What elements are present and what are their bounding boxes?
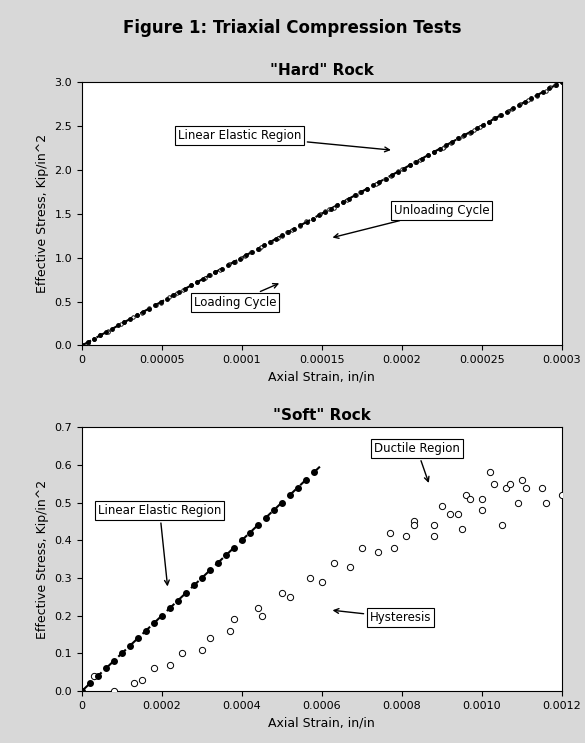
Y-axis label: Effective Stress, Kip/in^2: Effective Stress, Kip/in^2 bbox=[36, 134, 49, 293]
Text: Hysteresis: Hysteresis bbox=[334, 609, 431, 624]
Text: Figure 1: Triaxial Compression Tests: Figure 1: Triaxial Compression Tests bbox=[123, 19, 462, 36]
Title: "Hard" Rock: "Hard" Rock bbox=[270, 63, 374, 78]
X-axis label: Axial Strain, in/in: Axial Strain, in/in bbox=[269, 716, 375, 730]
Text: Linear Elastic Region: Linear Elastic Region bbox=[98, 504, 221, 585]
Text: Loading Cycle: Loading Cycle bbox=[194, 284, 278, 309]
Text: Unloading Cycle: Unloading Cycle bbox=[334, 204, 489, 239]
Title: "Soft" Rock: "Soft" Rock bbox=[273, 409, 371, 424]
Text: Ductile Region: Ductile Region bbox=[374, 442, 460, 481]
X-axis label: Axial Strain, in/in: Axial Strain, in/in bbox=[269, 371, 375, 384]
Y-axis label: Effective Stress, Kip/in^2: Effective Stress, Kip/in^2 bbox=[36, 479, 49, 639]
Text: Linear Elastic Region: Linear Elastic Region bbox=[178, 129, 390, 152]
